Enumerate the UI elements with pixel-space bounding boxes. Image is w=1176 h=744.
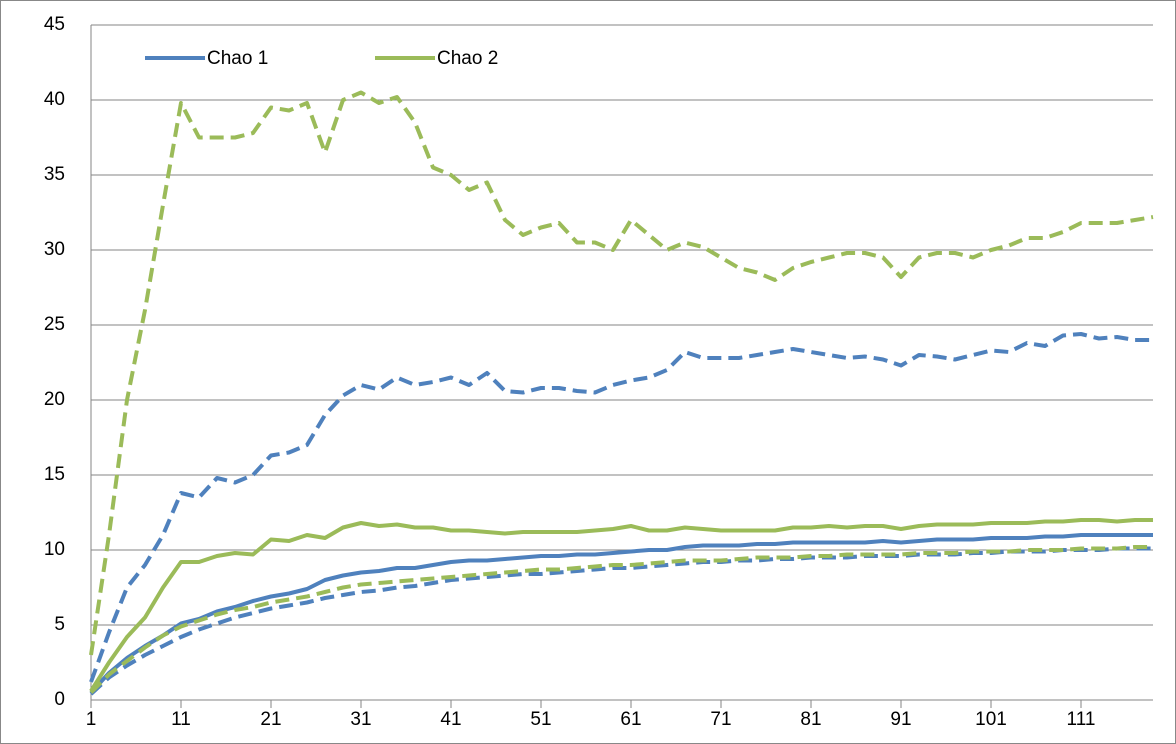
legend-label: Chao 2 bbox=[437, 48, 498, 69]
x-tick-label: 21 bbox=[260, 709, 281, 730]
x-tick-label: 111 bbox=[1067, 709, 1096, 730]
series-line bbox=[89, 90, 1154, 656]
x-tick-label: 61 bbox=[620, 709, 641, 730]
x-tick-label: 81 bbox=[800, 709, 821, 730]
y-tick-label: 5 bbox=[54, 614, 65, 635]
y-tick-label: 10 bbox=[44, 539, 65, 560]
x-tick-label: 1 bbox=[86, 709, 97, 730]
series-line bbox=[89, 518, 1153, 693]
y-tick-label: 25 bbox=[44, 314, 65, 335]
x-tick-label: 71 bbox=[710, 709, 731, 730]
x-tick-label: 101 bbox=[975, 709, 1007, 730]
x-tick-label: 91 bbox=[890, 709, 911, 730]
x-tick-label: 31 bbox=[350, 709, 371, 730]
series-line bbox=[89, 545, 1153, 694]
series-line bbox=[89, 332, 1153, 683]
y-tick-label: 30 bbox=[44, 239, 65, 260]
y-tick-label: 40 bbox=[44, 89, 65, 110]
series-line bbox=[89, 533, 1153, 694]
x-tick-label: 51 bbox=[530, 709, 551, 730]
x-tick-label: 41 bbox=[440, 709, 461, 730]
y-tick-label: 0 bbox=[54, 689, 65, 710]
y-tick-label: 15 bbox=[44, 464, 65, 485]
y-tick-label: 35 bbox=[44, 164, 65, 185]
y-tick-label: 20 bbox=[44, 389, 65, 410]
x-tick-label: 11 bbox=[171, 709, 191, 730]
legend-label: Chao 1 bbox=[207, 48, 268, 69]
y-tick-label: 45 bbox=[44, 14, 65, 35]
